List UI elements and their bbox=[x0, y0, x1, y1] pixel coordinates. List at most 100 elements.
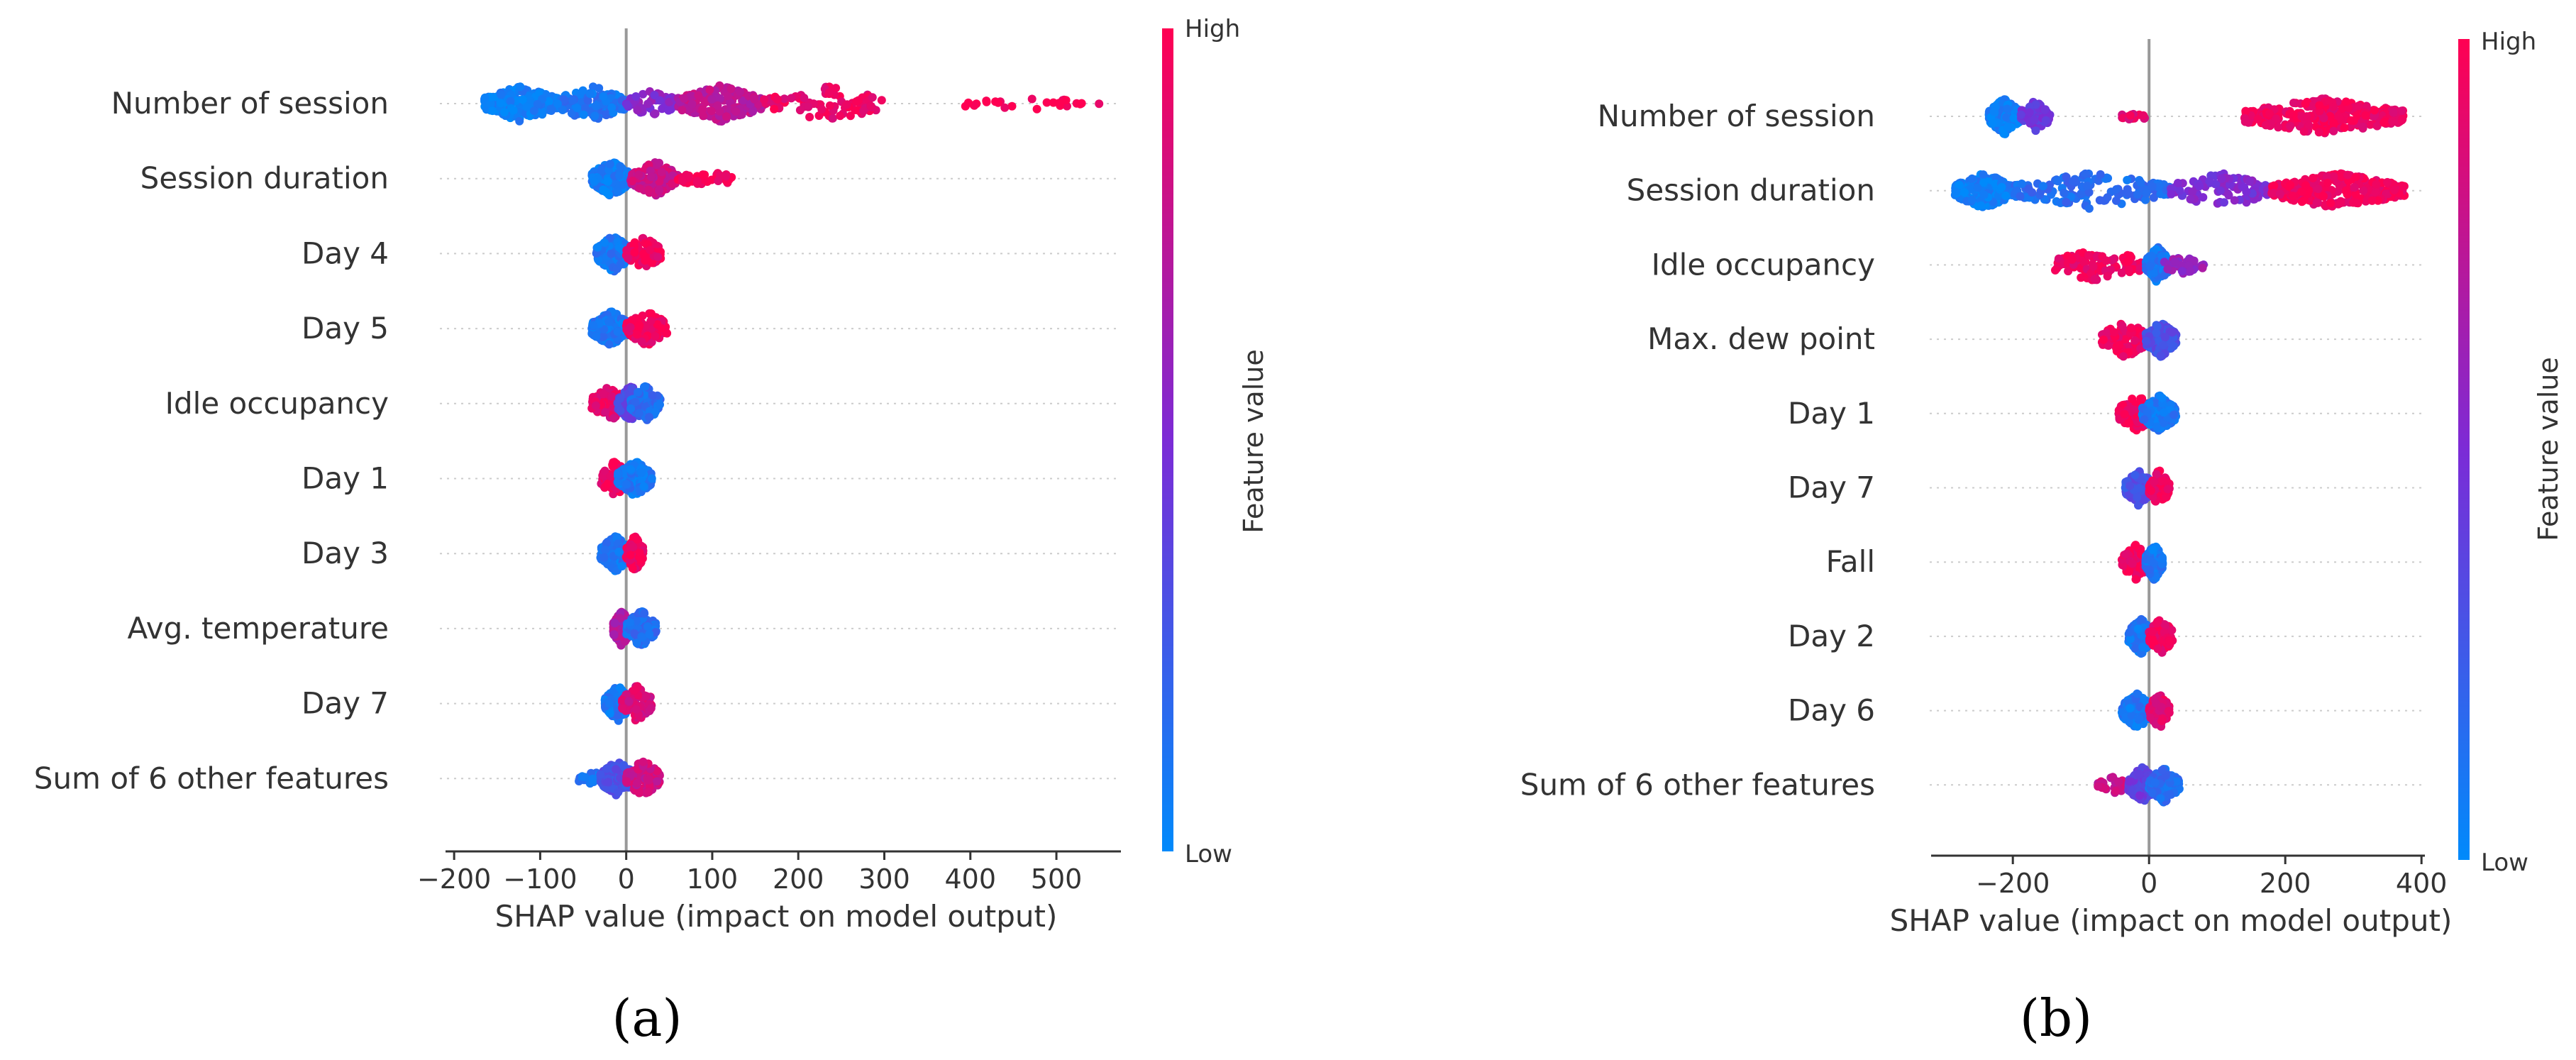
shap-point bbox=[632, 330, 641, 339]
shap-point bbox=[859, 106, 868, 116]
shap-point bbox=[579, 110, 588, 119]
shap-point bbox=[614, 547, 624, 556]
shap-point bbox=[655, 158, 664, 167]
shap-point bbox=[2318, 192, 2328, 201]
shap-point bbox=[1988, 119, 1997, 128]
shap-point bbox=[2245, 177, 2254, 186]
shap-point bbox=[597, 165, 606, 175]
feature-label: Session duration bbox=[140, 161, 389, 196]
shap-point bbox=[614, 788, 623, 797]
shap-point bbox=[2220, 198, 2228, 207]
shap-point bbox=[2017, 180, 2026, 188]
shap-point bbox=[634, 387, 643, 397]
shap-point bbox=[2397, 106, 2406, 116]
shap-point bbox=[632, 639, 641, 648]
shap-point bbox=[736, 87, 745, 96]
shap-point bbox=[699, 111, 708, 121]
shap-point bbox=[496, 99, 505, 108]
shap-point bbox=[544, 96, 553, 106]
shap-point bbox=[613, 187, 622, 197]
shap-point bbox=[610, 619, 619, 628]
shap-point bbox=[599, 238, 609, 247]
shap-point bbox=[2038, 182, 2047, 191]
shap-point bbox=[522, 102, 531, 111]
feature-label: Day 4 bbox=[302, 236, 389, 270]
shap-point bbox=[831, 84, 841, 93]
shap-point bbox=[605, 709, 614, 718]
shap-point bbox=[596, 770, 605, 779]
shap-point bbox=[615, 171, 624, 180]
feature-label: Day 1 bbox=[302, 461, 389, 496]
shap-point bbox=[678, 106, 687, 115]
shap-point bbox=[2016, 110, 2025, 119]
shap-point bbox=[963, 98, 973, 107]
shap-point bbox=[2299, 127, 2309, 136]
shap-point bbox=[2186, 194, 2195, 204]
colorbar-a: High Low Feature value bbox=[1162, 15, 1269, 868]
shap-point bbox=[1977, 201, 1986, 210]
shap-point bbox=[634, 170, 643, 180]
shap-point bbox=[2069, 177, 2078, 186]
shap-point bbox=[643, 622, 652, 631]
shap-point bbox=[866, 101, 875, 111]
shap-point bbox=[2354, 101, 2363, 111]
shap-point bbox=[825, 101, 834, 110]
shap-point bbox=[2324, 96, 2333, 105]
shap-point bbox=[568, 96, 577, 105]
shap-point bbox=[641, 382, 650, 391]
shap-point bbox=[2167, 189, 2176, 199]
colorbar-gradient-a bbox=[1162, 28, 1173, 851]
feature-label: Avg. temperature bbox=[128, 611, 389, 646]
shap-point bbox=[2136, 178, 2145, 187]
shap-point bbox=[656, 96, 664, 105]
shap-point bbox=[2195, 182, 2204, 191]
shap-point bbox=[2009, 114, 2018, 123]
shap-point bbox=[715, 94, 724, 103]
shap-point bbox=[1076, 99, 1085, 109]
shap-point bbox=[1952, 187, 1960, 197]
shap-point bbox=[726, 84, 736, 94]
shap-point bbox=[650, 109, 659, 118]
shap-point bbox=[2126, 111, 2135, 120]
shap-point bbox=[2126, 251, 2135, 260]
shap-point bbox=[804, 102, 813, 111]
shap-point bbox=[630, 248, 639, 257]
shap-point bbox=[646, 245, 655, 255]
shap-point bbox=[568, 109, 576, 118]
shap-point bbox=[2173, 179, 2182, 187]
shap-point bbox=[2352, 199, 2361, 207]
shap-point bbox=[657, 167, 666, 177]
shap-point bbox=[633, 778, 641, 788]
shap-point bbox=[2082, 181, 2091, 190]
shap-point bbox=[1027, 94, 1037, 104]
shap-point bbox=[616, 406, 625, 415]
shap-point bbox=[604, 317, 613, 326]
shap-point bbox=[635, 788, 643, 797]
shap-point bbox=[2101, 256, 2111, 265]
shap-point bbox=[692, 177, 702, 186]
shap-point bbox=[516, 82, 525, 92]
shap-point bbox=[602, 764, 612, 773]
shap-point bbox=[678, 177, 687, 186]
shap-point bbox=[713, 101, 722, 110]
feature-label: Day 3 bbox=[302, 536, 389, 570]
shap-point bbox=[2398, 182, 2407, 192]
shap-point bbox=[1049, 98, 1058, 107]
shap-point bbox=[604, 778, 613, 787]
shap-point bbox=[842, 100, 851, 109]
shap-point bbox=[609, 630, 619, 639]
shap-point bbox=[2040, 105, 2050, 114]
shap-point bbox=[509, 106, 518, 115]
shap-point bbox=[2003, 122, 2012, 131]
x-tick-label: −200 bbox=[417, 863, 491, 895]
x-tick-label: 500 bbox=[1031, 863, 1083, 895]
shap-point bbox=[500, 108, 509, 117]
shap-point bbox=[651, 331, 660, 341]
shap-point bbox=[2124, 265, 2133, 275]
shap-point bbox=[2041, 116, 2050, 125]
shap-point bbox=[2242, 187, 2251, 197]
shap-point bbox=[2390, 185, 2399, 194]
shap-point bbox=[2030, 116, 2039, 124]
row-gridlines-b bbox=[1930, 116, 2425, 786]
shap-point bbox=[2053, 177, 2062, 186]
